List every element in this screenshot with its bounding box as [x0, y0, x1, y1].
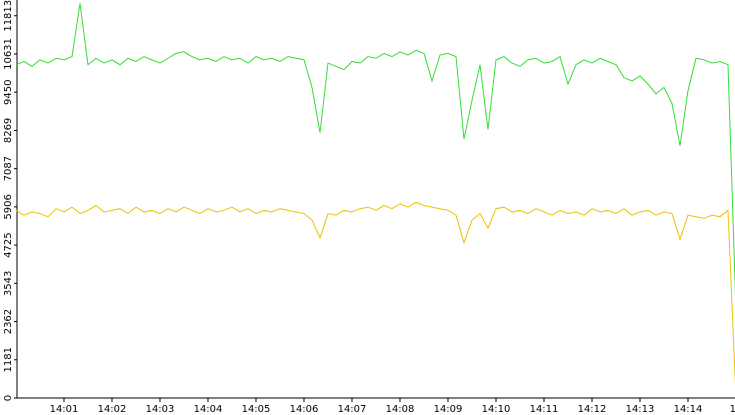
- y-tick-label: 0: [3, 395, 14, 401]
- x-tick-label: 14:06: [290, 404, 319, 415]
- x-tick-label: 14:11: [530, 404, 559, 415]
- series-line: [15, 3, 735, 296]
- y-tick-label: 2362: [3, 309, 14, 334]
- x-tick-label: 14:10: [482, 404, 511, 415]
- y-tick-label: 1181: [3, 347, 14, 372]
- x-tick-label: 14:14: [674, 404, 703, 415]
- x-tick-label: 14:02: [98, 404, 127, 415]
- x-tick-label: 14:13: [626, 404, 655, 415]
- y-tick-label: 3543: [3, 271, 14, 296]
- y-tick-label: 4725: [3, 232, 14, 257]
- x-tick-label: 14: [730, 404, 735, 415]
- x-tick-label: 14:05: [242, 404, 271, 415]
- series-line: [15, 201, 735, 387]
- y-tick-label: 9450: [3, 79, 14, 104]
- y-tick-label: 5906: [3, 194, 14, 219]
- y-tick-label: 10631: [3, 38, 14, 70]
- x-tick-label: 14:07: [338, 404, 367, 415]
- x-tick-label: 14:09: [434, 404, 463, 415]
- x-tick-label: 14:04: [194, 404, 223, 415]
- x-tick-label: 14:08: [386, 404, 415, 415]
- y-tick-label: 8269: [3, 118, 14, 143]
- y-tick-label: 7087: [3, 156, 14, 181]
- y-tick-label: 11813: [3, 0, 14, 32]
- x-tick-label: 14:01: [50, 404, 79, 415]
- x-tick-label: 14:03: [146, 404, 175, 415]
- x-tick-label: 14:12: [578, 404, 607, 415]
